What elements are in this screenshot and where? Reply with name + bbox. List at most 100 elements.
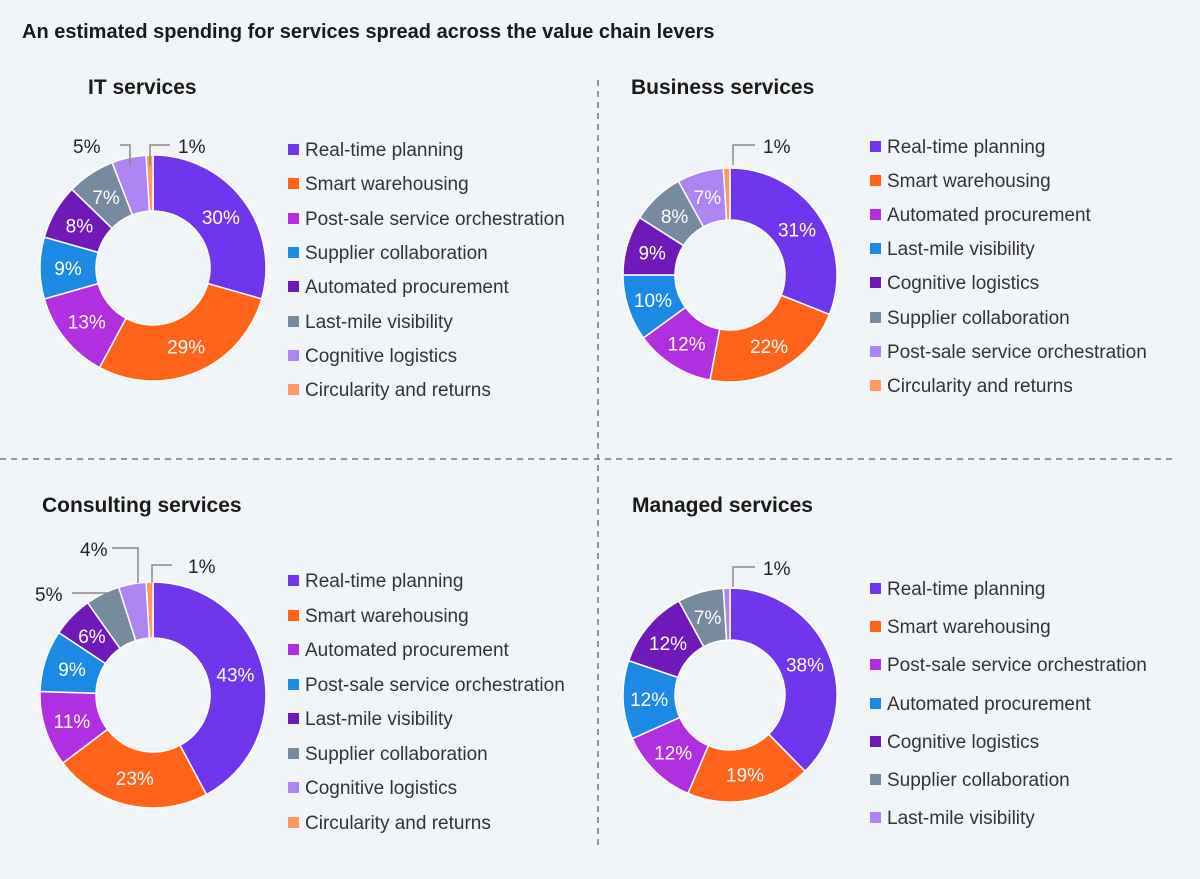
legend-label: Post-sale service orchestration: [887, 655, 1147, 677]
data-label: 9%: [58, 660, 86, 681]
legend-item: Last-mile visibility: [288, 709, 453, 731]
data-label: 5%: [35, 585, 63, 606]
legend-label: Supplier collaboration: [305, 242, 488, 264]
legend-item: Post-sale service orchestration: [870, 342, 1147, 364]
data-label: 31%: [778, 220, 816, 241]
donut-slice: [98, 282, 263, 382]
data-label: 12%: [654, 744, 692, 765]
legend-label: Last-mile visibility: [887, 239, 1035, 261]
legend-label: Cognitive logistics: [305, 345, 458, 367]
legend-item: Real-time planning: [870, 137, 1045, 159]
legend-label: Post-sale service orchestration: [305, 208, 565, 230]
legend-label: Circularity and returns: [305, 812, 491, 834]
legend-item: Cognitive logistics: [870, 273, 1039, 295]
legend-label: Circularity and returns: [305, 380, 491, 402]
legend-swatch: [870, 659, 881, 671]
leader-line: [732, 144, 755, 165]
panel-title: Consulting services: [42, 494, 242, 517]
legend-item: Post-sale service orchestration: [288, 675, 565, 697]
leader-line: [149, 144, 170, 166]
legend-swatch: [288, 782, 299, 793]
legend-swatch: [870, 311, 881, 323]
legend-item: Supplier collaboration: [288, 243, 488, 265]
legend-label: Post-sale service orchestration: [305, 674, 565, 696]
legend-item: Smart warehousing: [870, 171, 1051, 193]
data-label: 1%: [763, 137, 791, 158]
legend-label: Last-mile visibility: [305, 311, 453, 333]
data-label: 7%: [694, 188, 722, 209]
leader-line: [732, 566, 755, 587]
legend-item: Circularity and returns: [870, 376, 1073, 398]
legend-item: Post-sale service orchestration: [870, 655, 1147, 677]
legend-label: Cognitive logistics: [887, 273, 1040, 295]
legend-swatch: [288, 349, 299, 361]
legend-item: Smart warehousing: [288, 174, 469, 196]
legend-item: Automated procurement: [870, 694, 1091, 716]
leader-line: [120, 144, 131, 166]
legend-label: Real-time planning: [887, 137, 1046, 158]
legend-swatch: [870, 345, 881, 357]
legend-label: Automated procurement: [305, 640, 509, 661]
legend-label: Smart warehousing: [887, 617, 1051, 639]
legend-swatch: [288, 384, 299, 396]
legend-swatch: [870, 277, 881, 289]
legend-label: Supplier collaboration: [305, 743, 488, 765]
legend-swatch: [870, 621, 881, 633]
legend-swatch: [870, 735, 881, 747]
legend-label: Cognitive logistics: [305, 778, 458, 799]
data-label: 1%: [178, 137, 206, 158]
legend-swatch: [870, 583, 881, 594]
data-label: 19%: [726, 766, 764, 787]
donut-slice: [729, 587, 838, 773]
donut-slice: [152, 154, 267, 300]
legend-label: Supplier collaboration: [887, 307, 1070, 329]
legend-label: Automated procurement: [887, 205, 1091, 227]
donut-slice: [722, 587, 731, 641]
legend-swatch: [288, 246, 299, 258]
legend-item: Supplier collaboration: [870, 770, 1070, 792]
donut-slice: [729, 167, 838, 316]
donut-slice: [709, 294, 831, 383]
legend-label: Last-mile visibility: [305, 709, 453, 730]
legend-item: Automated procurement: [288, 277, 509, 299]
legend-swatch: [288, 315, 299, 327]
legend-item: Last-mile visibility: [870, 808, 1035, 830]
legend-label: Real-time planning: [887, 579, 1046, 600]
legend-label: Smart warehousing: [305, 174, 469, 196]
legend-swatch: [870, 379, 881, 391]
legend-label: Automated procurement: [887, 693, 1091, 715]
leader-line: [112, 547, 139, 583]
legend-swatch: [870, 697, 881, 709]
legend-item: Real-time planning: [288, 571, 463, 593]
legend-swatch: [870, 243, 881, 255]
legend-label: Automated procurement: [305, 277, 509, 299]
data-label: 9%: [54, 259, 82, 280]
legend-item: Automated procurement: [288, 640, 509, 662]
legend-item: Circularity and returns: [288, 380, 491, 402]
donut-slice: [722, 167, 731, 221]
data-label: 8%: [661, 207, 689, 228]
panel-title: Business services: [631, 76, 815, 99]
data-label: 23%: [116, 769, 154, 790]
legend-swatch: [288, 144, 299, 155]
legend-swatch: [288, 609, 299, 621]
legend-item: Cognitive logistics: [288, 778, 457, 800]
legend-item: Smart warehousing: [288, 606, 469, 628]
legend-swatch: [870, 774, 881, 785]
data-label: 22%: [750, 337, 788, 358]
legend-swatch: [870, 141, 881, 152]
legend-swatch: [870, 175, 881, 187]
donut-slice: [145, 154, 154, 212]
donut-slice: [61, 728, 208, 809]
legend-item: Cognitive logistics: [870, 732, 1039, 754]
legend-swatch: [288, 281, 299, 293]
legend-label: Real-time planning: [305, 571, 464, 592]
legend-label: Real-time planning: [305, 140, 464, 161]
panel-title: Managed services: [632, 494, 813, 517]
data-label: 4%: [80, 540, 108, 561]
data-label: 43%: [216, 665, 254, 686]
data-label: 11%: [54, 712, 91, 733]
legend-swatch: [288, 212, 299, 224]
legend-item: Smart warehousing: [870, 617, 1051, 639]
